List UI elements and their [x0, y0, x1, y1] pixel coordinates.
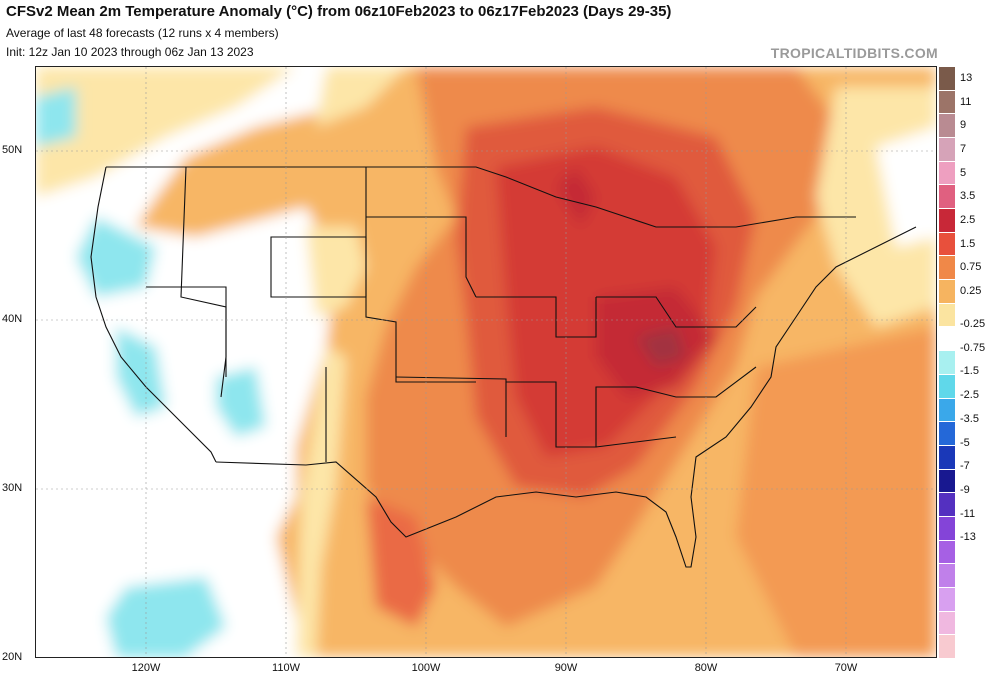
colorbar-swatch	[939, 66, 955, 90]
colorbar-label: -13	[960, 531, 976, 544]
lon-label-70w: 70W	[834, 662, 858, 674]
colorbar-swatch	[939, 563, 955, 587]
colorbar-swatch	[939, 231, 955, 256]
colorbar-swatch	[939, 586, 955, 611]
colorbar: 13 11 9 7 5 3.5 2.5 1.5 0.75 0.25 -0.25 -0.75 -1.5 -2…	[939, 66, 990, 658]
colorbar-label: -1.5	[960, 365, 979, 378]
lon-label-100w: 100W	[411, 662, 441, 674]
lat-label-30n: 30N	[2, 482, 23, 494]
graticule	[36, 67, 936, 657]
colorbar-swatch	[939, 326, 955, 351]
temperature-anomaly-map	[35, 66, 937, 658]
colorbar-swatch	[939, 113, 955, 138]
colorbar-swatch	[939, 255, 955, 280]
colorbar-label: -5	[960, 436, 970, 449]
colorbar-label: -0.25	[960, 318, 986, 331]
lon-label-110w: 110W	[272, 662, 300, 674]
colorbar-swatch	[939, 515, 955, 540]
colorbar-swatch	[939, 373, 955, 398]
colorbar-label: -11	[960, 507, 976, 520]
colorbar-label: 9	[960, 119, 967, 132]
political-borders	[90, 166, 917, 568]
colorbar-label: 7	[960, 142, 967, 155]
colorbar-label: 1.5	[960, 237, 976, 250]
colorbar-swatch	[939, 160, 955, 185]
lat-label-40n: 40N	[2, 313, 23, 325]
colorbar-label: 11	[960, 95, 972, 108]
colorbar-swatch	[939, 184, 955, 209]
colorbar-swatch	[939, 397, 955, 422]
map-canvas	[36, 67, 936, 657]
lat-label-20n: 20N	[2, 651, 23, 663]
colorbar-label: 0.75	[960, 261, 982, 274]
colorbar-label: 0.25	[960, 284, 982, 297]
colorbar-swatch	[939, 279, 955, 303]
colorbar-swatch	[939, 89, 955, 114]
colorbar-swatch	[939, 468, 955, 493]
chart-title: CFSv2 Mean 2m Temperature Anomaly (°C) f…	[6, 3, 672, 20]
colorbar-swatch	[939, 208, 955, 232]
lat-label-50n: 50N	[2, 144, 23, 156]
brand-watermark: TROPICALTIDBITS.COM	[770, 45, 938, 61]
colorbar-swatch	[939, 444, 955, 469]
colorbar-swatch	[939, 137, 955, 161]
colorbar-swatch	[939, 350, 955, 374]
chart-subtitle: Average of last 48 forecasts (12 runs x …	[6, 26, 279, 40]
colorbar-label: 3.5	[960, 190, 976, 203]
lon-label-120w: 120W	[131, 662, 161, 674]
colorbar-label: -2.5	[960, 389, 979, 402]
colorbar-label: 13	[960, 71, 973, 84]
colorbar-swatch	[939, 539, 955, 564]
colorbar-swatch	[939, 610, 955, 635]
colorbar-label: 5	[960, 166, 967, 179]
colorbar-swatch	[939, 634, 955, 658]
colorbar-label: -0.75	[960, 341, 986, 354]
lon-label-90w: 90W	[554, 662, 578, 674]
colorbar-label: -9	[960, 483, 970, 496]
colorbar-label: -7	[960, 460, 970, 473]
colorbar-swatch	[939, 492, 955, 516]
colorbar-swatch	[939, 421, 955, 445]
lon-label-80w: 80W	[694, 662, 718, 674]
init-time: Init: 12z Jan 10 2023 through 06z Jan 13…	[6, 45, 254, 59]
colorbar-label: -3.5	[960, 412, 979, 425]
colorbar-swatch	[939, 302, 955, 327]
colorbar-label: 2.5	[960, 213, 976, 226]
anomaly-fill	[36, 67, 936, 657]
